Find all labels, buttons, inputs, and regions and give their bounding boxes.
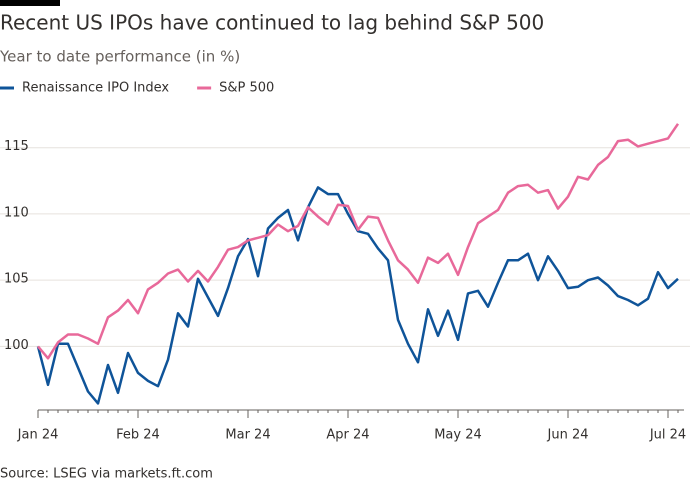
y-tick-label: 100 xyxy=(4,338,29,353)
source: Source: LSEG via markets.ft.com xyxy=(0,467,213,482)
x-tick-label: Mar 24 xyxy=(225,428,270,443)
x-tick-label: Jun 24 xyxy=(547,428,589,443)
x-tick-label: Feb 24 xyxy=(116,428,160,443)
y-tick-label: 105 xyxy=(4,272,29,287)
x-tick-label: Apr 24 xyxy=(326,428,369,443)
x-tick-label: May 24 xyxy=(434,428,482,443)
chart-title: Recent US IPOs have continued to lag beh… xyxy=(0,11,544,35)
y-tick-label: 115 xyxy=(4,139,29,154)
x-tick-label: Jan 24 xyxy=(17,428,59,443)
series-line xyxy=(36,186,679,405)
chart-subtitle: Year to date performance (in %) xyxy=(0,48,240,66)
x-tick-label: Jul 24 xyxy=(649,428,686,443)
legend-label: S&P 500 xyxy=(219,81,274,96)
legend-label: Renaissance IPO Index xyxy=(22,81,169,96)
series-line xyxy=(37,123,680,360)
brand-bar xyxy=(0,0,60,6)
y-tick-label: 110 xyxy=(4,205,29,220)
